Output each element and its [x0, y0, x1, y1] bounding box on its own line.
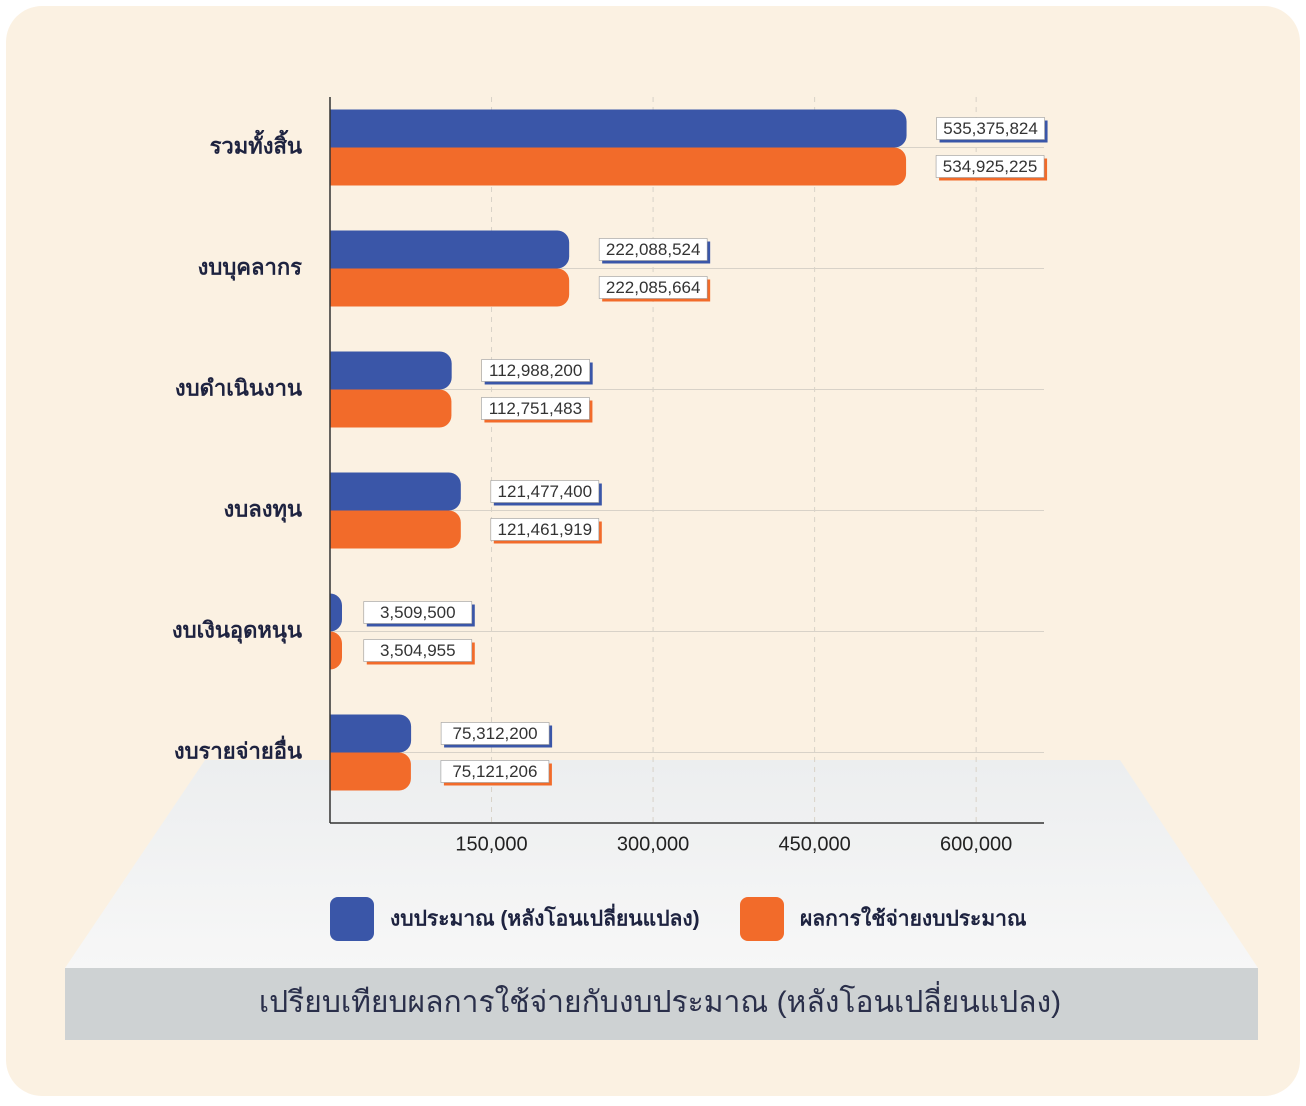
value-label: 121,461,919 [498, 520, 593, 539]
value-label: 112,751,483 [489, 399, 582, 418]
bar [330, 752, 411, 791]
value-label: 535,375,824 [943, 119, 1038, 138]
legend-swatch [740, 897, 784, 941]
label-box [440, 760, 550, 783]
bar [330, 714, 412, 753]
label-box [935, 155, 1045, 178]
value-label: 534,925,225 [943, 157, 1038, 176]
y-tick-label: งบดำเนินงาน [175, 375, 302, 400]
value-label: 3,509,500 [380, 603, 456, 622]
x-tick-label: 300,000 [617, 833, 689, 855]
bar [330, 631, 342, 670]
bar [330, 109, 907, 148]
value-label: 121,477,400 [498, 482, 593, 501]
label-box [363, 601, 473, 624]
bar [330, 351, 452, 390]
bar [330, 510, 461, 549]
y-tick-label: งบเงินอุดหนุน [172, 617, 302, 644]
y-tick-label: งบรายจ่ายอื่น [174, 734, 302, 763]
value-label: 3,504,955 [380, 641, 456, 660]
label-box [363, 639, 473, 662]
label-box [481, 359, 590, 382]
label-box [598, 276, 708, 299]
bar [330, 593, 342, 632]
legend-swatch [330, 897, 374, 941]
x-tick-label: 600,000 [940, 833, 1012, 855]
value-label: 112,988,200 [489, 361, 582, 380]
platform [65, 760, 1258, 968]
label-box [490, 480, 600, 503]
bar [330, 389, 452, 428]
legend-label: ผลการใช้จ่ายงบประมาณ [800, 906, 1027, 931]
y-tick-label: งบบุคลากร [198, 254, 303, 281]
x-tick-label: 150,000 [455, 833, 527, 855]
label-box [490, 518, 600, 541]
y-tick-label: รวมทั้งสิ้น [210, 129, 302, 158]
label-box [598, 238, 708, 261]
chart-title: เปรียบเทียบผลการใช้จ่ายกับงบประมาณ (หลัง… [259, 981, 1061, 1019]
title-band [65, 968, 1258, 1040]
y-tick-label: งบลงทุน [224, 496, 302, 523]
label-box [481, 397, 590, 420]
value-label: 75,312,200 [453, 724, 538, 743]
label-box [440, 722, 550, 745]
bar [330, 268, 570, 307]
value-label: 75,121,206 [452, 762, 537, 781]
x-tick-label: 450,000 [778, 833, 850, 855]
bar [330, 147, 907, 186]
value-label: 222,088,524 [606, 240, 701, 259]
label-box [936, 117, 1045, 140]
legend-label: งบประมาณ (หลังโอนเปลี่ยนแปลง) [390, 903, 700, 931]
value-label: 222,085,664 [606, 278, 701, 297]
bar [330, 472, 461, 511]
bar [330, 230, 570, 269]
